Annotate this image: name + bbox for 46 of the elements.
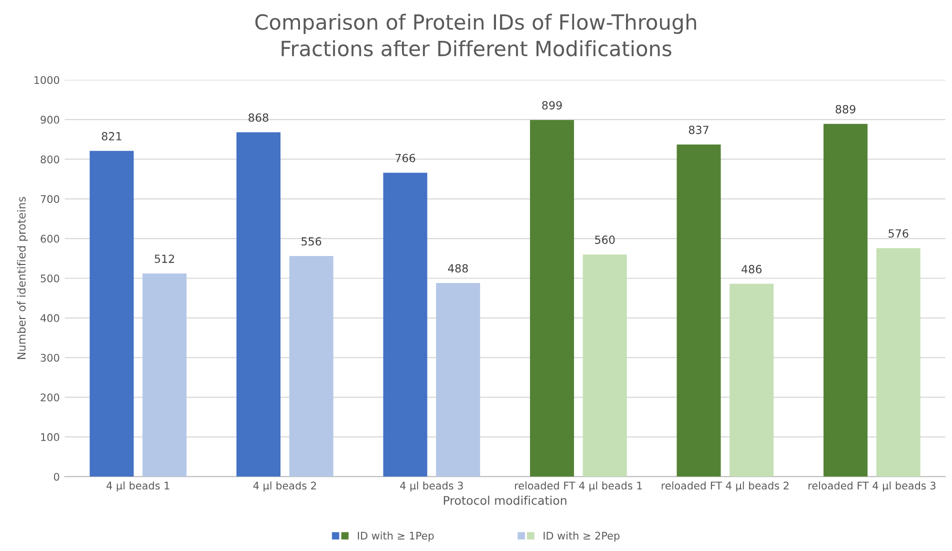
chart-title: Comparison of Protein IDs of Flow-Through Fractions after Different Modifications <box>255 14 696 56</box>
bar <box>876 248 920 477</box>
bar <box>730 284 774 477</box>
data-label: 868 <box>248 113 268 122</box>
data-label: 488 <box>448 264 468 273</box>
y-tick-label: 200 <box>40 393 60 402</box>
data-label: 766 <box>396 154 416 162</box>
y-tick-label: 300 <box>40 354 60 362</box>
y-tick-label: 600 <box>40 234 60 243</box>
bar <box>436 283 480 477</box>
x-axis-title: Protocol modification <box>444 496 566 505</box>
bar <box>90 150 134 477</box>
x-tick-label: 4 µl beads 3 <box>400 481 463 492</box>
data-label: 889 <box>836 105 856 114</box>
x-tick-label: 4 µl beads 2 <box>253 481 316 492</box>
x-tick-label: reloaded FT 4 µl beads 3 <box>808 481 936 492</box>
y-tick-label: 700 <box>40 195 60 204</box>
bar <box>582 254 627 477</box>
bar <box>676 144 721 477</box>
data-label: 821 <box>102 132 122 140</box>
data-label: 560 <box>595 236 615 244</box>
x-tick-label: reloaded FT 4 µl beads 2 <box>662 481 788 492</box>
y-tick-label: 900 <box>40 116 60 124</box>
data-label: 837 <box>688 126 708 134</box>
x-tick-label: reloaded FT 4 µl beads 1 <box>515 481 642 492</box>
bar <box>383 172 428 477</box>
legend-label: ID with ≥ 2Pep <box>544 532 620 542</box>
data-label: 576 <box>888 229 908 238</box>
legend-label: ID with ≥ 1Pep <box>358 532 434 542</box>
data-label: 899 <box>542 101 562 110</box>
y-tick-label: 400 <box>40 314 60 322</box>
bar <box>142 273 187 477</box>
y-tick-label: 100 <box>41 433 60 442</box>
y-tick-label: 0 <box>54 472 60 481</box>
bar <box>824 124 868 477</box>
bar <box>530 120 574 477</box>
data-label: 512 <box>154 254 174 264</box>
bar <box>236 132 280 477</box>
y-tick-label: 800 <box>40 155 60 164</box>
x-tick-label: 4 µl beads 1 <box>106 481 170 492</box>
bar <box>289 256 334 477</box>
y-tick-label: 1000 <box>34 76 60 84</box>
y-axis-title: Number of identified proteins <box>17 197 28 359</box>
y-tick-label: 500 <box>40 274 60 282</box>
data-label: 486 <box>742 264 762 274</box>
data-label: 556 <box>302 237 322 246</box>
